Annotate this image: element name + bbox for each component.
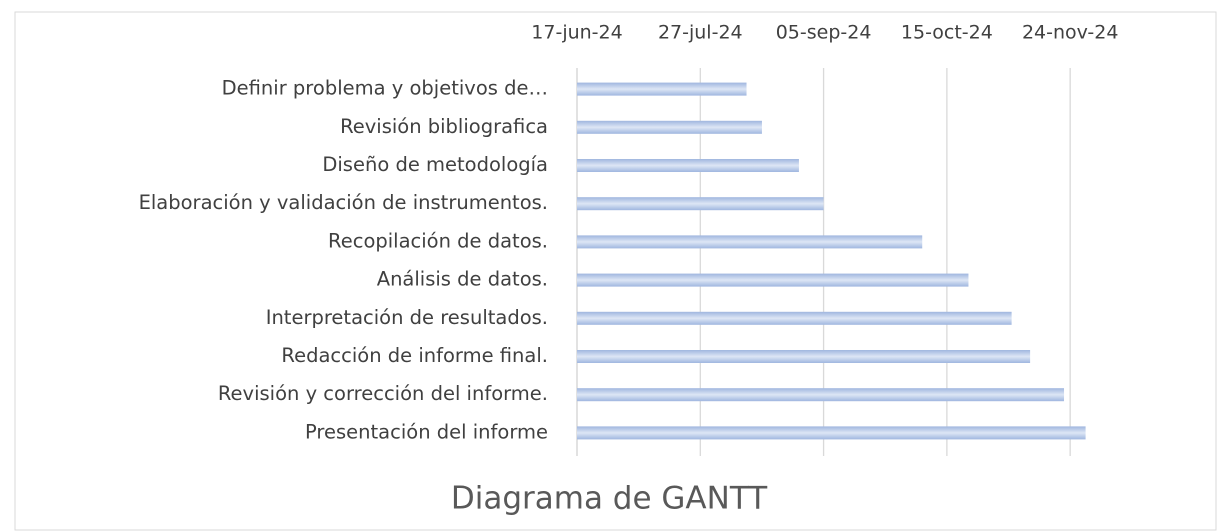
y-tick-label: Definir problema y objetivos de… — [222, 77, 548, 100]
x-tick-label: 24-nov-24 — [1022, 22, 1118, 44]
chart-frame — [14, 11, 1217, 531]
bar — [577, 197, 824, 211]
chart-title: Diagrama de GANTT — [451, 481, 768, 517]
y-tick-label: Redacción de informe final. — [281, 344, 548, 367]
y-tick-label: Revisión y corrección del informe. — [218, 382, 548, 405]
y-tick-label: Revisión bibliografica — [340, 115, 548, 138]
y-tick-label: Presentación del informe — [305, 420, 548, 443]
y-tick-label: Diseño de metodología — [322, 153, 548, 176]
bar — [577, 120, 762, 134]
y-tick-label: Interpretación de resultados. — [266, 306, 548, 329]
x-tick-label: 17-jun-24 — [531, 22, 622, 44]
bar — [577, 159, 799, 172]
bar — [577, 426, 1086, 440]
y-tick-label: Elaboración y validación de instrumentos… — [139, 191, 548, 214]
y-tick-label: Análisis de datos. — [377, 268, 548, 291]
bar — [577, 350, 1031, 363]
x-tick-label: 15-oct-24 — [901, 22, 993, 44]
bar — [577, 235, 923, 249]
y-tick-label: Recopilación de datos. — [328, 229, 548, 252]
bar — [577, 82, 747, 96]
x-tick-label: 05-sep-24 — [776, 22, 872, 44]
bar — [577, 311, 1012, 325]
x-tick-label: 27-jul-24 — [658, 22, 743, 44]
bar — [577, 273, 969, 287]
bar — [577, 388, 1065, 402]
